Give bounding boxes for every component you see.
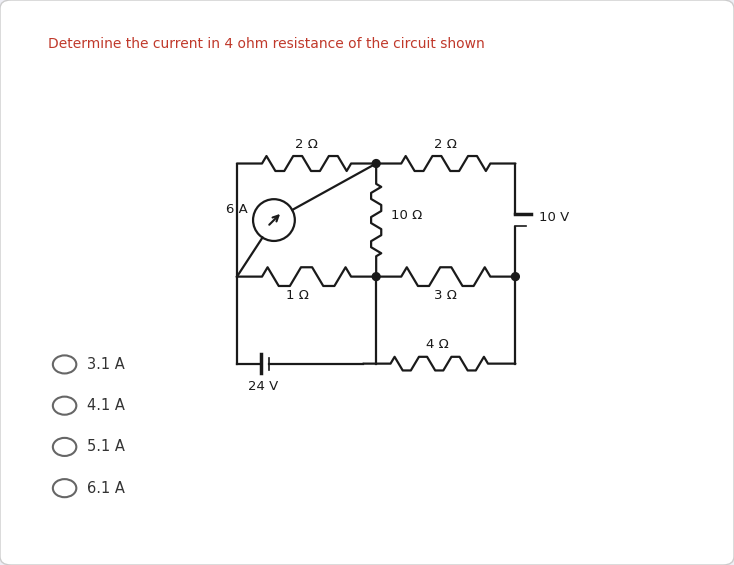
Text: 24 V: 24 V <box>248 380 278 393</box>
Text: 6.1 A: 6.1 A <box>87 481 125 496</box>
Text: 3 Ω: 3 Ω <box>435 289 457 302</box>
Text: 6 A: 6 A <box>226 203 248 216</box>
Circle shape <box>372 159 380 167</box>
Text: 2 Ω: 2 Ω <box>435 138 457 151</box>
Text: 1 Ω: 1 Ω <box>286 289 309 302</box>
Text: 5.1 A: 5.1 A <box>87 440 125 454</box>
Circle shape <box>512 273 520 281</box>
Text: 10 Ω: 10 Ω <box>391 209 423 222</box>
Circle shape <box>372 273 380 281</box>
Text: 4.1 A: 4.1 A <box>87 398 125 413</box>
Text: 10 V: 10 V <box>539 211 570 224</box>
Text: Determine the current in 4 ohm resistance of the circuit shown: Determine the current in 4 ohm resistanc… <box>48 37 484 51</box>
Text: 3.1 A: 3.1 A <box>87 357 124 372</box>
Text: 2 Ω: 2 Ω <box>295 138 318 151</box>
Text: 4 Ω: 4 Ω <box>426 338 448 351</box>
